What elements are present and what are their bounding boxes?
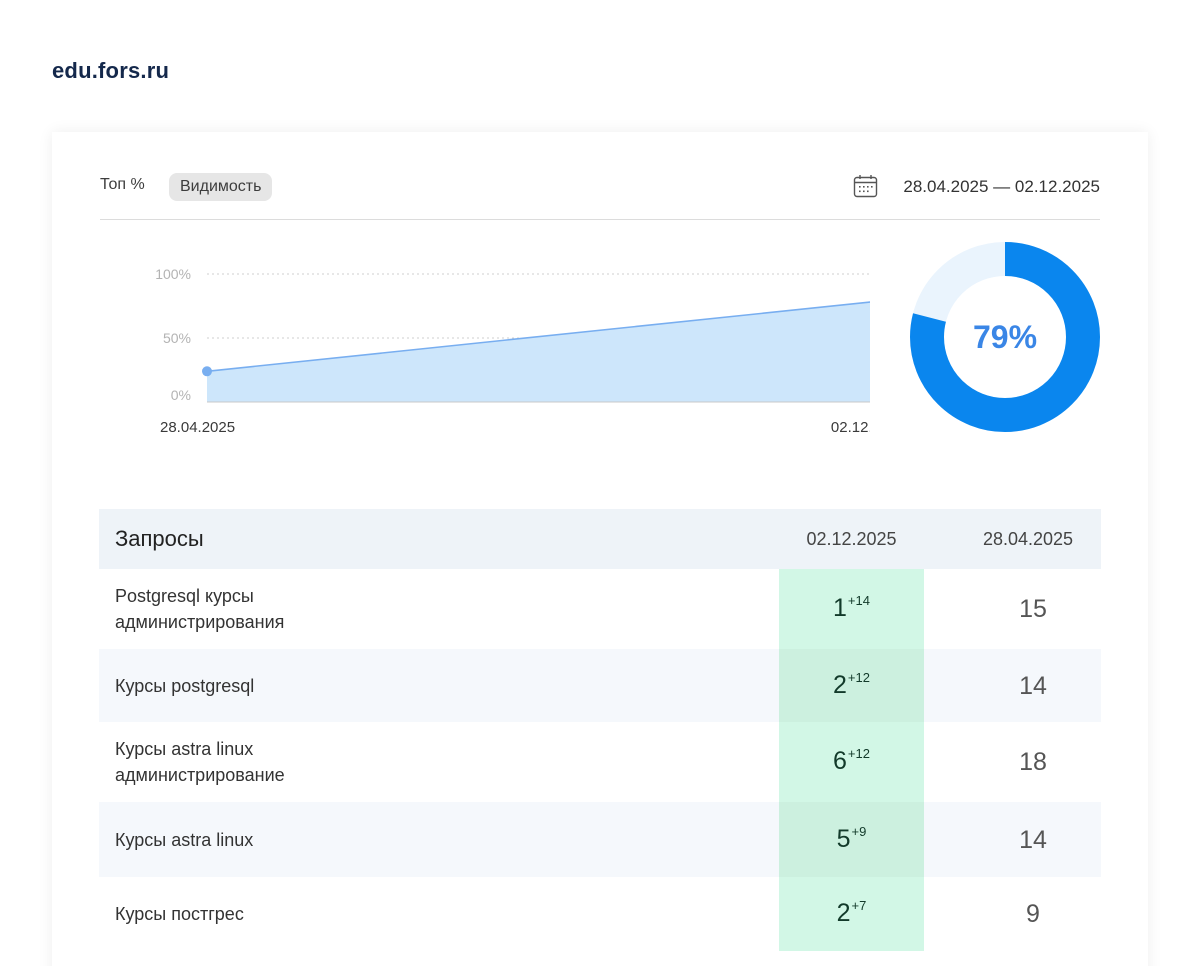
position-number: 1	[833, 594, 847, 622]
row-current-position: 1+14	[779, 569, 924, 649]
row-query-line: Курсы постгрес	[115, 904, 244, 924]
row-previous-position: 15	[1019, 595, 1047, 623]
current-position-value: 5+9	[779, 824, 924, 854]
row-previous-position: 14	[1019, 671, 1047, 700]
visibility-chart: 100% 50% 0% 28.04.2025 02.12.2025	[155, 266, 870, 436]
chart-y-ticks: 100% 50% 0%	[155, 266, 191, 403]
current-position-value: 6+12	[779, 746, 924, 776]
tab-top-percent[interactable]: Топ %	[100, 176, 145, 193]
visibility-card: Топ % Видимость 28.04.2025 — 02.12.2025 …	[52, 132, 1148, 966]
chart-toolbar: Топ % Видимость 28.04.2025 — 02.12.2025	[100, 172, 1100, 220]
position-delta: +9	[851, 823, 867, 839]
tab-visibility[interactable]: Видимость	[169, 173, 273, 201]
queries-table: Запросы 02.12.2025 28.04.2025 Postgresql…	[99, 509, 1101, 951]
chart-grid	[207, 273, 870, 339]
donut-value-arc	[910, 242, 1100, 432]
visibility-donut: 79%	[910, 242, 1100, 432]
position-delta: +12	[847, 746, 870, 761]
header-current-date[interactable]: 02.12.2025	[806, 529, 897, 549]
position-number: 6	[833, 747, 847, 775]
y-tick-label: 50%	[163, 330, 191, 346]
donut-label: 79%	[973, 319, 1037, 355]
row-previous-position: 18	[1019, 748, 1047, 776]
position-number: 2	[836, 899, 851, 927]
current-position-value: 1+14	[779, 593, 924, 623]
position-delta: +14	[847, 593, 870, 608]
data-point	[202, 366, 212, 377]
y-tick-label: 100%	[155, 266, 191, 282]
row-query-line: Курсы astra linux	[115, 739, 254, 759]
row-current-position: 2+12	[779, 649, 924, 722]
row-query: Postgresql курсы администрирования	[115, 583, 284, 635]
row-query: Курсы постгрес	[115, 901, 244, 927]
position-number: 2	[833, 670, 847, 699]
table-row[interactable]: Курсы постгрес 2+7 9	[99, 877, 1101, 951]
header-previous-date[interactable]: 28.04.2025	[982, 529, 1074, 549]
row-query-line: Курсы astra linux	[115, 829, 254, 850]
chart-x-ticks: 28.04.2025 02.12.2025	[160, 419, 870, 436]
series-line	[206, 301, 870, 373]
site-title: edu.fors.ru	[52, 58, 170, 83]
row-query-line: Курсы postgresql	[115, 675, 255, 696]
table-row[interactable]: Курсы astra linux администрирование 6+12 18	[99, 722, 1101, 802]
row-query: Курсы astra linux	[115, 827, 253, 853]
row-query-line: администрирование	[115, 765, 285, 785]
row-query-line: администрирования	[115, 612, 285, 632]
date-range[interactable]: 28.04.2025 — 02.12.2025	[903, 177, 1100, 196]
series-points	[202, 366, 212, 377]
table-row[interactable]: Postgresql курсы администрирования 1+14 15	[99, 569, 1101, 649]
header-query[interactable]: Запросы	[115, 526, 204, 551]
current-position-value: 2+7	[779, 898, 924, 928]
table-row[interactable]: Курсы postgresql 2+12 14	[99, 649, 1101, 722]
row-query-line: Postgresql курсы	[115, 586, 254, 606]
table-header: Запросы 02.12.2025 28.04.2025	[99, 509, 1101, 569]
x-tick-label: 02.12.2025	[831, 419, 870, 436]
row-current-position: 6+12	[779, 722, 924, 802]
row-current-position: 5+9	[779, 802, 924, 877]
row-previous-position: 9	[1026, 900, 1040, 928]
calendar-icon[interactable]	[853, 174, 878, 198]
row-query: Курсы astra linux администрирование	[115, 736, 285, 788]
position-number: 5	[836, 824, 851, 853]
row-current-position: 2+7	[779, 877, 924, 951]
y-tick-label: 0%	[171, 387, 191, 403]
row-query: Курсы postgresql	[115, 673, 254, 699]
x-tick-label: 28.04.2025	[160, 419, 235, 436]
series-area	[207, 302, 870, 402]
table-body: Postgresql курсы администрирования 1+14 15 К…	[99, 569, 1101, 951]
table-row[interactable]: Курсы astra linux 5+9 14	[99, 802, 1101, 877]
position-delta: +12	[847, 669, 870, 685]
position-delta: +7	[851, 898, 867, 913]
current-position-value: 2+12	[779, 670, 924, 700]
row-previous-position: 14	[1019, 825, 1047, 854]
